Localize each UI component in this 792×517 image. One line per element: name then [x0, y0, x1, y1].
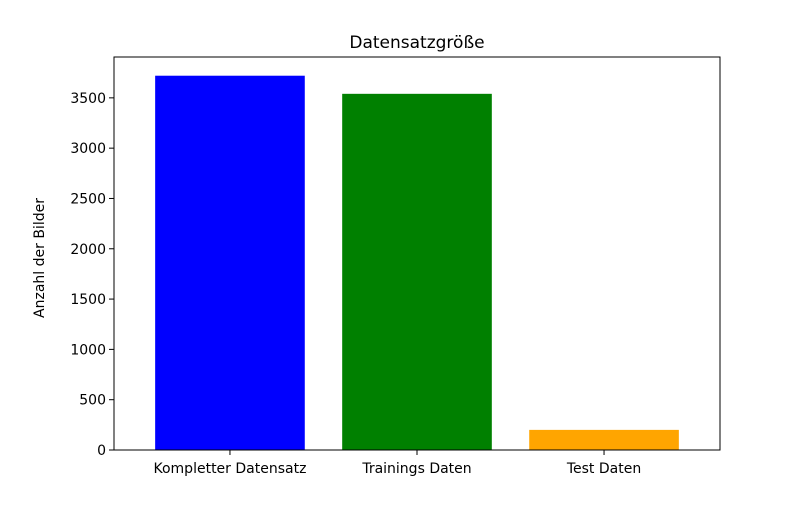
- plot-frame: [113, 56, 721, 451]
- chart-title: Datensatzgröße: [349, 33, 484, 53]
- y-tick-label: 500: [79, 393, 106, 409]
- x-tick-label: Trainings Daten: [361, 461, 471, 477]
- y-tick-label: 1500: [70, 292, 106, 308]
- y-tick-label: 0: [97, 443, 106, 459]
- bars-group: [155, 75, 679, 450]
- x-tick-label: Kompletter Datensatz: [154, 461, 307, 477]
- x-tick-label: Test Daten: [566, 461, 641, 477]
- y-tick-label: 2000: [70, 242, 106, 258]
- bar-trainings-daten: [342, 93, 492, 450]
- y-tick-label: 3000: [70, 141, 106, 157]
- y-tick-label: 1000: [70, 342, 106, 358]
- y-tick-label: 2500: [70, 191, 106, 207]
- y-tick-label: 3500: [70, 91, 106, 107]
- bar-kompletter-datensatz: [155, 75, 305, 450]
- y-axis-label: Anzahl der Bilder: [32, 198, 48, 318]
- bar-test-daten: [529, 429, 679, 450]
- x-ticks-group: Kompletter Datensatz Trainings Daten Test …: [154, 450, 641, 477]
- y-ticks-group: 0 500 1000 1500 2000 2500 3000 3500: [70, 91, 114, 459]
